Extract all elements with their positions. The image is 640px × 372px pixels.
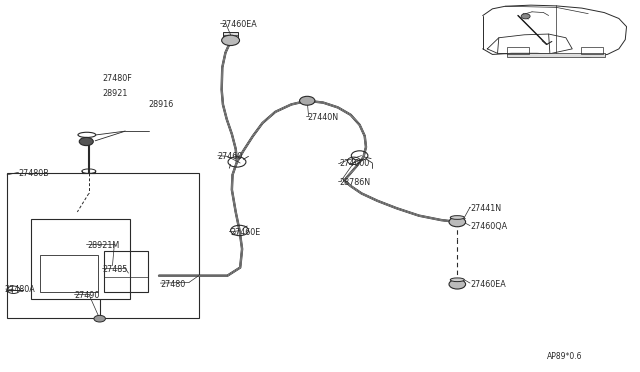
Bar	[40, 254, 98, 292]
Circle shape	[221, 35, 239, 45]
Bar	[507, 47, 529, 54]
Text: 27480A: 27480A	[4, 285, 35, 294]
Circle shape	[94, 315, 106, 322]
Ellipse shape	[451, 216, 465, 219]
Ellipse shape	[451, 278, 465, 282]
Circle shape	[300, 96, 315, 105]
Text: 27480B: 27480B	[19, 169, 49, 177]
Text: 27460EA: 27460EA	[221, 20, 257, 29]
Text: 27460E: 27460E	[230, 228, 261, 237]
Bar	[223, 32, 238, 38]
Bar	[31, 219, 131, 299]
Text: 27441N: 27441N	[470, 204, 501, 213]
Text: 28921M: 28921M	[87, 241, 119, 250]
Text: 27485: 27485	[103, 265, 128, 274]
Circle shape	[521, 14, 530, 19]
Text: 27460: 27460	[218, 152, 243, 161]
Text: 27480: 27480	[161, 280, 186, 289]
Text: AP89*0.6: AP89*0.6	[547, 352, 582, 361]
Text: 27480F: 27480F	[103, 74, 132, 83]
Text: 27460EA: 27460EA	[470, 280, 506, 289]
Text: 28786N: 28786N	[339, 178, 371, 187]
Circle shape	[79, 137, 93, 145]
Bar	[7, 173, 198, 318]
Bar	[507, 52, 605, 57]
Circle shape	[449, 279, 466, 289]
Text: 28921: 28921	[103, 89, 128, 98]
Text: 274600: 274600	[339, 159, 369, 168]
Bar	[580, 47, 603, 54]
Text: 27460QA: 27460QA	[470, 222, 507, 231]
Bar	[104, 251, 148, 292]
Text: 28916: 28916	[149, 100, 174, 109]
Circle shape	[449, 217, 466, 227]
Text: 27490: 27490	[74, 291, 99, 300]
Text: 27440N: 27440N	[307, 113, 339, 122]
